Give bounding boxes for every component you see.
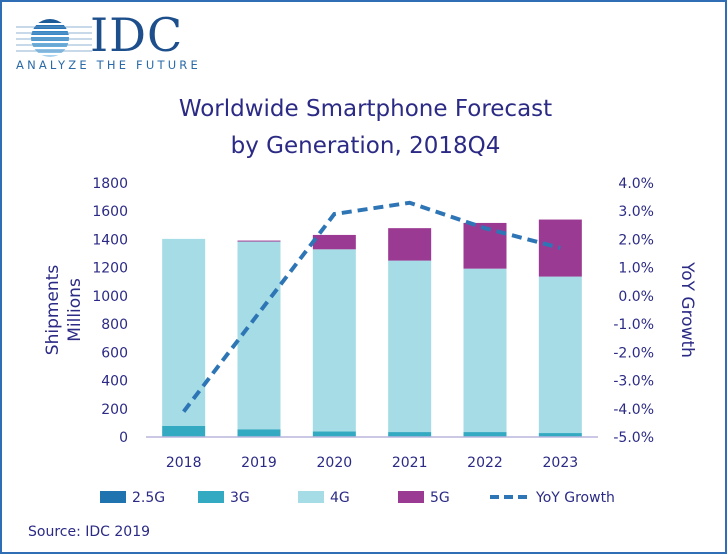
y2-tick-label: -3.0%	[613, 374, 654, 390]
y-tick-label: 1600	[92, 204, 128, 220]
x-tick-label: 2019	[241, 455, 277, 471]
y2-tick-label: 0.0%	[618, 289, 654, 305]
y2-tick-label: -2.0%	[613, 345, 654, 361]
bar-5g-2019	[237, 240, 281, 242]
y2-tick-label: 1.0%	[618, 261, 654, 277]
y2-tick-label: -1.0%	[613, 317, 654, 333]
x-tick-label: 2023	[543, 455, 579, 471]
bar-4g-2021	[388, 260, 432, 433]
y-tick-label: 0	[119, 430, 128, 446]
x-tick-label: 2020	[317, 455, 353, 471]
y2-tick-label: 2.0%	[618, 232, 654, 248]
y2-tick-label: 4.0%	[618, 176, 654, 192]
legend-label: YoY Growth	[535, 490, 615, 506]
source-note: Source: IDC 2019	[28, 524, 151, 540]
bar-3g-2018	[162, 425, 206, 437]
y-tick-label: 1200	[92, 261, 128, 277]
y2-tick-label: 3.0%	[618, 204, 654, 220]
legend-label: 4G	[330, 490, 350, 506]
x-tick-label: 2021	[392, 455, 428, 471]
legend-label: 2.5G	[132, 490, 165, 506]
x-tick-label: 2022	[467, 455, 503, 471]
bar-4g-2022	[463, 268, 507, 433]
chart-title-line-1: Worldwide Smartphone Forecast	[178, 96, 553, 122]
bar-4g-2020	[312, 249, 356, 432]
x-tick-label: 2018	[166, 455, 202, 471]
yoy-growth-line	[182, 200, 561, 413]
bar-3g-2022	[463, 432, 507, 437]
bar-5g-2021	[388, 228, 432, 261]
legend-swatch-4g	[298, 491, 324, 503]
y2-tick-label: -4.0%	[613, 402, 654, 418]
bar-5g-2020	[312, 234, 356, 250]
y2-axis-label: YoY Growth	[677, 261, 697, 358]
y-axis-label-line-1: Shipments	[43, 265, 63, 356]
bar-5g-2023	[538, 219, 582, 277]
legend-label: 5G	[430, 490, 450, 506]
y-tick-label: 1000	[92, 289, 128, 305]
idc-logo-icon	[16, 19, 92, 57]
bar-3g-2023	[538, 433, 582, 437]
y-tick-label: 1800	[92, 176, 128, 192]
bar-3g-2020	[312, 431, 356, 437]
bar-4g-2018	[162, 238, 206, 426]
legend-swatch-5g	[398, 491, 424, 503]
logo-tagline: ANALYZE THE FUTURE	[16, 58, 201, 72]
bar-3g-2021	[388, 432, 432, 437]
legend-label: 3G	[230, 490, 250, 506]
y-tick-label: 800	[101, 317, 128, 333]
y-tick-label: 200	[101, 402, 128, 418]
y-tick-label: 600	[101, 345, 128, 361]
legend-swatch-2.5g	[100, 491, 126, 503]
y-tick-label: 1400	[92, 232, 128, 248]
y-axis-label-line-2: Millions	[65, 278, 85, 342]
legend-swatch-3g	[198, 491, 224, 503]
logo-name: IDC	[90, 8, 184, 62]
bar-4g-2023	[538, 276, 582, 434]
y2-tick-label: -5.0%	[613, 430, 654, 446]
bar-3g-2019	[237, 429, 281, 437]
chart-plot: 0 200 400 600 800 1000 1200 1400 1600 1800 -5.0% -4…	[43, 176, 697, 506]
y-tick-label: 400	[101, 374, 128, 390]
bar-4g-2019	[237, 241, 281, 430]
chart-title-line-2: by Generation, 2018Q4	[230, 133, 501, 159]
